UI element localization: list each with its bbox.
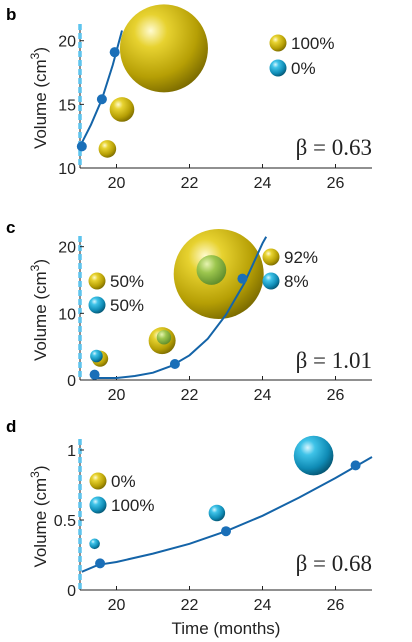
legend-marker bbox=[262, 248, 280, 266]
y-tick-label: 1 bbox=[67, 443, 76, 460]
legend-marker bbox=[88, 272, 106, 290]
panel-d: d 20 22 24 26 0 0.5 1 Volume (cm3) Time (months) 0… bbox=[6, 417, 373, 638]
fit-curve bbox=[81, 456, 373, 573]
x-tick-label: 26 bbox=[327, 387, 345, 404]
data-point bbox=[76, 141, 87, 152]
data-point bbox=[237, 273, 248, 284]
x-tick-label: 24 bbox=[254, 387, 272, 404]
tumor-sphere bbox=[90, 349, 103, 363]
tumor-sphere bbox=[109, 97, 135, 122]
x-tick-label: 26 bbox=[327, 175, 345, 192]
legend-label: 100% bbox=[111, 496, 154, 515]
y-tick-label: 10 bbox=[58, 306, 76, 323]
legend-marker bbox=[89, 472, 107, 490]
x-tick-label: 20 bbox=[108, 387, 126, 404]
legend-label: 50% bbox=[110, 296, 144, 315]
y-tick-label: 0 bbox=[67, 583, 76, 600]
y-tick-label: 0.5 bbox=[54, 513, 76, 530]
legend-marker bbox=[269, 59, 287, 77]
beta-annotation: β = 0.68 bbox=[296, 551, 372, 576]
legend-label: 0% bbox=[291, 59, 316, 78]
data-point bbox=[109, 47, 120, 58]
x-tick-label: 24 bbox=[254, 175, 272, 192]
legend-label: 8% bbox=[284, 272, 309, 291]
legend-label: 92% bbox=[284, 248, 318, 267]
y-tick-label: 10 bbox=[58, 161, 76, 178]
x-tick-label: 22 bbox=[181, 597, 199, 614]
x-tick-label: 22 bbox=[181, 175, 199, 192]
beta-annotation: β = 0.63 bbox=[296, 135, 372, 160]
y-tick-label: 0 bbox=[67, 373, 76, 390]
x-tick-label: 20 bbox=[108, 597, 126, 614]
y-tick-label: 20 bbox=[58, 34, 76, 51]
panel-b: b 20 22 24 26 10 15 20 Volume (cm3) 100% 0% β = 0.6… bbox=[6, 4, 372, 192]
data-point bbox=[350, 460, 361, 471]
panel-c: c 20 22 24 26 0 10 20 Volume (cm3) 50% 50% 92% 8% β =… bbox=[6, 218, 372, 404]
data-point bbox=[89, 369, 100, 380]
data-point bbox=[221, 526, 231, 537]
legend-marker bbox=[89, 496, 107, 514]
x-tick-label: 20 bbox=[108, 175, 126, 192]
y-tick-label: 20 bbox=[58, 240, 76, 257]
legend-label: 100% bbox=[291, 34, 334, 53]
fit-curve bbox=[94, 236, 268, 379]
legend-marker bbox=[88, 296, 106, 314]
data-point bbox=[169, 359, 180, 369]
tumor-sphere bbox=[156, 330, 172, 345]
x-axis-label: Time (months) bbox=[172, 619, 281, 638]
y-axis-label: Volume (cm3) bbox=[28, 259, 50, 361]
data-point bbox=[96, 94, 107, 105]
panel-label: c bbox=[6, 218, 15, 237]
tumor-sphere bbox=[196, 255, 227, 285]
legend-label: 0% bbox=[111, 472, 136, 491]
data-point bbox=[95, 558, 106, 569]
legend-marker bbox=[269, 34, 287, 52]
x-tick-label: 26 bbox=[327, 597, 345, 614]
tumor-sphere bbox=[89, 538, 100, 550]
legend-marker bbox=[262, 272, 280, 290]
tumor-sphere bbox=[98, 140, 117, 158]
tumor-sphere bbox=[208, 504, 226, 522]
panel-label: b bbox=[6, 5, 16, 24]
x-tick-label: 22 bbox=[181, 387, 199, 404]
y-tick-label: 15 bbox=[58, 97, 76, 114]
y-axis-label: Volume (cm3) bbox=[28, 47, 50, 149]
legend-label: 50% bbox=[110, 272, 144, 291]
x-tick-label: 24 bbox=[254, 597, 272, 614]
beta-annotation: β = 1.01 bbox=[296, 348, 372, 373]
y-axis-label: Volume (cm3) bbox=[28, 465, 50, 567]
panel-label: d bbox=[6, 417, 16, 436]
tumor-sphere bbox=[119, 4, 208, 93]
tumor-sphere bbox=[293, 435, 334, 476]
